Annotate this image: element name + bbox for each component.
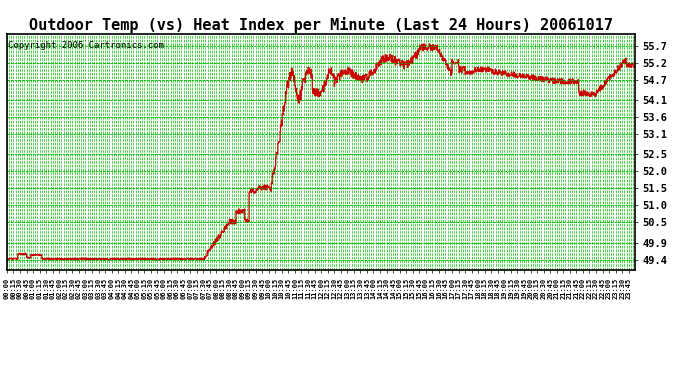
Text: Copyright 2006 Cartronics.com: Copyright 2006 Cartronics.com bbox=[8, 41, 164, 50]
Title: Outdoor Temp (vs) Heat Index per Minute (Last 24 Hours) 20061017: Outdoor Temp (vs) Heat Index per Minute … bbox=[29, 16, 613, 33]
